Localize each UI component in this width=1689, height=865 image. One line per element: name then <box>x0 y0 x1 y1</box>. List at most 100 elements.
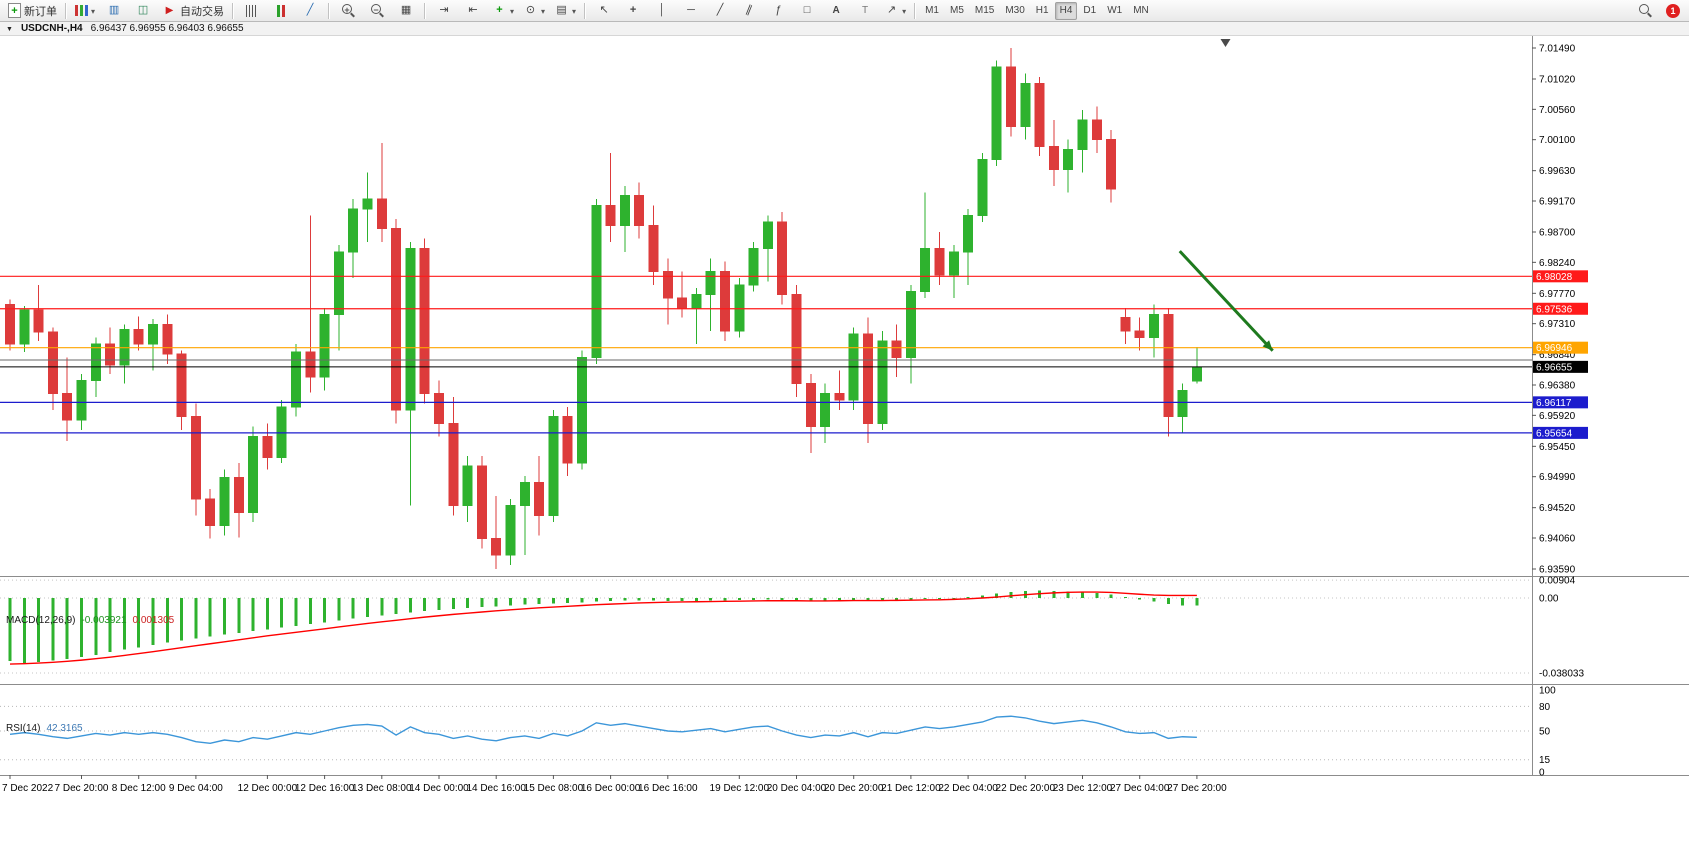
autotrading-icon <box>162 3 177 18</box>
svg-text:7 Dec 20:00: 7 Dec 20:00 <box>55 783 109 794</box>
chart-shift-icon <box>466 3 481 18</box>
zoom-out-button[interactable]: − <box>363 1 391 21</box>
macd-signal-value: 0.001305 <box>132 615 175 626</box>
macd-indicator-title: MACD(12,26,9) -0.003921 0.001305 <box>6 615 174 626</box>
toolbar-separator <box>328 2 331 19</box>
svg-text:6.93590: 6.93590 <box>1539 565 1576 576</box>
auto-scroll-button[interactable] <box>430 1 458 21</box>
rsi-scale-label: 80 <box>1539 702 1551 713</box>
svg-text:8 Dec 12:00: 8 Dec 12:00 <box>112 783 166 794</box>
search-button[interactable] <box>1631 1 1659 21</box>
rsi-indicator-title: RSI(14) 42.3165 <box>6 723 83 734</box>
text-button[interactable] <box>822 1 850 21</box>
data-window-button[interactable] <box>129 1 157 21</box>
periods-button[interactable] <box>519 1 549 21</box>
arrows-icon <box>884 3 899 18</box>
new-order-label: 新订单 <box>24 5 57 18</box>
svg-text:14 Dec 00:00: 14 Dec 00:00 <box>409 783 469 794</box>
notification-badge[interactable]: 1 <box>1666 3 1680 18</box>
shapes-button[interactable] <box>793 1 821 21</box>
rsi-scale-label: 100 <box>1539 686 1556 697</box>
svg-text:22 Dec 20:00: 22 Dec 20:00 <box>996 783 1056 794</box>
zoom-in-button[interactable]: + <box>334 1 362 21</box>
candlestick-chart-icon <box>275 4 288 17</box>
chart-shift-button[interactable] <box>459 1 487 21</box>
channel-icon <box>742 3 757 18</box>
fibonacci-button[interactable] <box>764 1 792 21</box>
chart-shift-marker[interactable] <box>1220 39 1231 47</box>
chart-canvas[interactable]: 7.01490 7.01020 7.00560 7.00100 6.99630 6.991… <box>0 36 1689 860</box>
svg-text:14 Dec 16:00: 14 Dec 16:00 <box>466 783 526 794</box>
line-chart-icon <box>303 3 318 18</box>
price-badge: 6.97536 <box>1533 302 1588 315</box>
svg-text:6.94990: 6.94990 <box>1539 472 1576 483</box>
chart-menu-icon[interactable] <box>6 23 13 34</box>
svg-text:6.94060: 6.94060 <box>1539 534 1576 545</box>
timeframe-d1[interactable]: D1 <box>1083 5 1097 16</box>
macd-signal-line <box>9 591 1197 665</box>
timeframe-h1[interactable]: H1 <box>1035 5 1049 16</box>
time-axis[interactable]: 7 Dec 2022 7 Dec 20:00 8 Dec 12:00 9 Dec 04… <box>2 775 1227 794</box>
timeframe-m5[interactable]: M5 <box>949 5 964 16</box>
svg-text:7.01020: 7.01020 <box>1539 74 1576 85</box>
candlestick-chart-button[interactable] <box>267 1 295 21</box>
svg-text:7 Dec 2022: 7 Dec 2022 <box>2 783 54 794</box>
trendline-button[interactable] <box>706 1 734 21</box>
price-badge: 6.95654 <box>1533 426 1588 439</box>
svg-text:19 Dec 12:00: 19 Dec 12:00 <box>710 783 770 794</box>
profiles-button[interactable] <box>100 1 128 21</box>
chevron-down-icon <box>91 5 95 17</box>
trendline-icon <box>713 3 728 18</box>
chart-window: 7.01490 7.01020 7.00560 7.00100 6.99630 6.991… <box>0 36 1689 860</box>
bars-chart-icon <box>246 4 259 17</box>
vertical-line-button[interactable] <box>648 1 676 21</box>
trend-arrow-annotation[interactable] <box>1178 250 1274 352</box>
toolbar-right: 1 <box>1631 1 1685 21</box>
chart-ohlc: 6.96437 6.96955 6.96403 6.96655 <box>90 23 244 34</box>
macd-scale-label: -0.038033 <box>1539 669 1584 680</box>
svg-text:6.99630: 6.99630 <box>1539 166 1576 177</box>
vertical-line-icon <box>655 3 670 18</box>
price-badge: 6.98028 <box>1533 270 1588 283</box>
svg-text:7.01490: 7.01490 <box>1539 44 1576 55</box>
line-chart-button[interactable] <box>296 1 324 21</box>
rsi-scale-label: 0 <box>1539 768 1545 779</box>
indicators-button[interactable] <box>488 1 518 21</box>
text-label-button[interactable] <box>851 1 879 21</box>
timeframe-m30[interactable]: M30 <box>1005 5 1025 16</box>
data-window-icon <box>136 3 151 18</box>
svg-text:6.96840: 6.96840 <box>1539 350 1576 361</box>
svg-text:6.95450: 6.95450 <box>1539 442 1576 453</box>
autotrading-button[interactable]: 自动交易 <box>158 1 228 21</box>
arrows-button[interactable] <box>880 1 910 21</box>
timeframe-m1[interactable]: M1 <box>925 5 939 16</box>
svg-text:13 Dec 08:00: 13 Dec 08:00 <box>352 783 412 794</box>
channel-button[interactable] <box>735 1 763 21</box>
svg-text:12 Dec 00:00: 12 Dec 00:00 <box>238 783 298 794</box>
svg-text:6.97770: 6.97770 <box>1539 289 1576 300</box>
new-chart-button[interactable] <box>71 1 99 21</box>
new-chart-icon <box>75 5 88 16</box>
rsi-value: 42.3165 <box>46 723 83 734</box>
macd-scale-label: 0.00904 <box>1539 576 1576 587</box>
bars-chart-button[interactable] <box>238 1 266 21</box>
cursor-button[interactable] <box>590 1 618 21</box>
cursor-icon <box>597 3 612 18</box>
horizontal-line-button[interactable] <box>677 1 705 21</box>
crosshair-button[interactable] <box>619 1 647 21</box>
text-icon <box>829 3 844 18</box>
timeframe-w1[interactable]: W1 <box>1107 5 1123 16</box>
autotrading-label: 自动交易 <box>180 5 225 18</box>
price-axis[interactable]: 7.01490 7.01020 7.00560 7.00100 6.99630 6.991… <box>1532 44 1576 576</box>
timeframe-h4[interactable]: H4 <box>1054 1 1078 20</box>
svg-text:21 Dec 12:00: 21 Dec 12:00 <box>881 783 941 794</box>
fibonacci-icon <box>771 3 786 18</box>
chevron-down-icon <box>510 5 514 17</box>
macd-label: MACD(12,26,9) <box>6 615 76 626</box>
templates-icon <box>554 3 569 18</box>
templates-button[interactable] <box>550 1 580 21</box>
timeframe-mn[interactable]: MN <box>1133 5 1149 16</box>
tile-windows-button[interactable] <box>392 1 420 21</box>
timeframe-m15[interactable]: M15 <box>974 5 995 16</box>
new-order-button[interactable]: 新订单 <box>4 1 61 21</box>
